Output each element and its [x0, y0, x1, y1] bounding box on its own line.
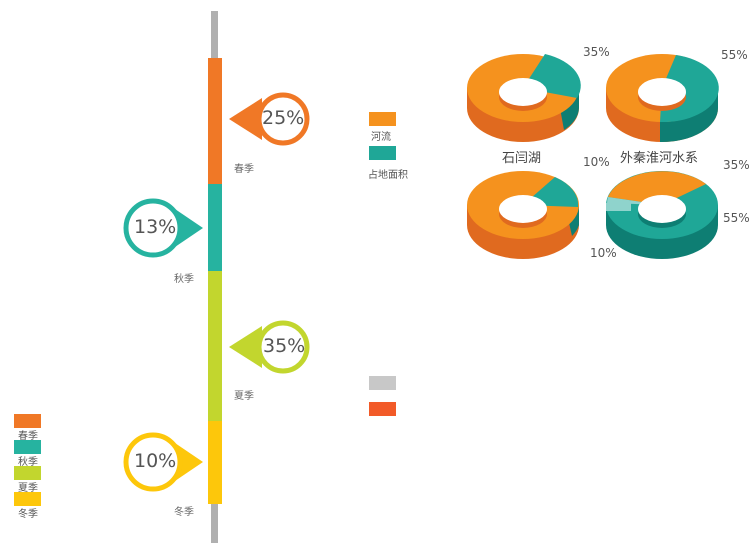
legend-swatch-land — [369, 146, 396, 160]
marker-spring — [229, 92, 310, 146]
donut-1 — [467, 54, 581, 142]
legend-label-autumn: 秋季 — [18, 457, 38, 468]
legend-swatch-autumn — [14, 440, 41, 454]
donut-3-pct: 10% — [583, 155, 610, 169]
value-label-spring: 25% — [262, 107, 305, 129]
legend-swatch-summer — [14, 466, 41, 480]
season-label-summer: 夏季 — [234, 391, 254, 402]
legend-label-land: 占地面积 — [368, 170, 408, 181]
bar-summer — [208, 271, 222, 421]
marker-winter — [123, 432, 203, 492]
legend-swatch-river — [369, 112, 396, 126]
donut-3 — [467, 171, 579, 259]
season-label-winter: 冬季 — [174, 507, 194, 518]
marker-summer — [229, 320, 310, 374]
legend-swatch-winter — [14, 492, 41, 506]
donut-4-pct-a: 35% — [723, 158, 750, 172]
donut-1-label: 石闫湖 — [502, 151, 542, 166]
donut-2 — [606, 54, 719, 143]
donut-2-label: 外秦淮河水系 — [620, 151, 699, 166]
bar-autumn — [208, 184, 222, 271]
swatch-gray — [369, 376, 396, 390]
bar-spring — [208, 58, 222, 184]
donut-1-pct: 35% — [583, 45, 610, 59]
donut-4-pct-c: 10% — [590, 246, 617, 260]
donut-4-pct-b: 55% — [723, 211, 750, 225]
value-label-autumn: 13% — [134, 216, 177, 238]
swatch-red — [369, 402, 396, 416]
donut-2-pct: 55% — [721, 48, 748, 62]
legend-label-river: 河流 — [371, 132, 391, 143]
legend-label-summer: 夏季 — [18, 483, 38, 494]
donut-4 — [606, 171, 718, 259]
value-label-summer: 35% — [263, 335, 306, 357]
legend-label-winter: 冬季 — [18, 509, 38, 520]
marker-autumn — [123, 198, 203, 258]
bar-winter — [208, 421, 222, 504]
legend-label-spring: 春季 — [18, 431, 38, 442]
season-label-autumn: 秋季 — [174, 274, 194, 285]
season-label-spring: 春季 — [234, 164, 254, 175]
value-label-winter: 10% — [134, 450, 177, 472]
legend-swatch-spring — [14, 414, 41, 428]
